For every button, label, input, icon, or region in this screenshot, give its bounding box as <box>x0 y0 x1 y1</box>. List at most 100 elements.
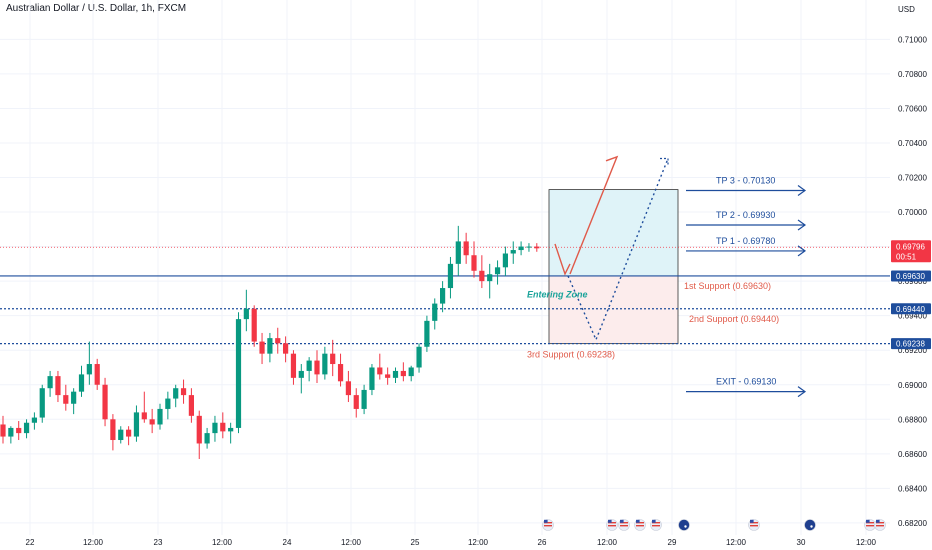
support-3-label: 3rd Support (0.69238) <box>527 350 615 360</box>
time-tick: 25 <box>411 538 420 547</box>
support-2-badge: 0.69440 <box>891 303 931 315</box>
time-tick: 23 <box>154 538 163 547</box>
support-1-price: 0.69630 <box>896 272 925 281</box>
candle-body <box>55 376 61 396</box>
candle-body <box>463 241 469 256</box>
candle-body <box>243 308 249 320</box>
candle-body <box>173 388 179 399</box>
price-tick: 0.68200 <box>898 519 927 528</box>
flag-stripe <box>544 522 552 524</box>
bearish-arrow-head <box>660 157 669 167</box>
price-axis[interactable]: 0.71000 0.70800 0.70600 0.70400 0.70200 0.700… <box>898 35 927 528</box>
bullish-scenario-arrow <box>569 155 619 275</box>
flag-canton <box>620 519 624 523</box>
flag-stripe <box>608 525 616 527</box>
candle-body <box>141 412 147 420</box>
target-arrow-head <box>797 184 807 196</box>
flag-us-icon <box>542 519 554 531</box>
candle-body <box>94 364 100 385</box>
candle-body <box>306 360 312 371</box>
exit-label: EXIT - 0.69130 <box>716 377 776 387</box>
candle-body <box>510 250 516 254</box>
candle-body <box>228 427 234 432</box>
flag-canton <box>544 519 548 523</box>
candle-body <box>235 319 242 428</box>
support-1-badge: 0.69630 <box>891 270 931 282</box>
entering-zone-box <box>548 275 679 345</box>
flag-stripe <box>866 522 874 524</box>
price-tick: 0.68800 <box>898 415 927 424</box>
price-tick: 0.69000 <box>898 381 927 390</box>
candle-body <box>251 308 257 342</box>
flag-stripe <box>636 522 644 524</box>
flag-stripe <box>636 525 644 527</box>
candle-body <box>8 427 14 437</box>
flag-stripe <box>652 525 660 527</box>
candle-body <box>502 253 508 268</box>
candle-body <box>165 398 171 409</box>
price-tick: 0.70000 <box>898 208 927 217</box>
time-tick: 12:00 <box>597 538 618 547</box>
flag-stripe <box>544 525 552 527</box>
tp2-label: TP 2 - 0.69930 <box>716 210 775 220</box>
candle-body <box>416 346 422 368</box>
candle-body <box>487 274 493 282</box>
candle-body <box>298 370 304 378</box>
support-2-price: 0.69440 <box>896 305 925 314</box>
candle-body <box>526 246 532 248</box>
flag-circle <box>804 519 816 531</box>
candle-body <box>314 360 320 375</box>
time-tick: 30 <box>797 538 806 547</box>
candle-body <box>534 246 540 249</box>
candle-body <box>259 341 265 354</box>
flag-us-icon <box>864 519 876 531</box>
chart-grid <box>0 0 890 535</box>
candle-body <box>102 384 108 420</box>
tp3-label: TP 3 - 0.70130 <box>716 175 775 185</box>
candle-body <box>361 389 367 409</box>
target-arrow-head <box>797 245 807 257</box>
candle-body <box>110 419 116 441</box>
flag-canton <box>876 519 880 523</box>
time-axis[interactable]: 22 12:00 23 12:00 24 12:00 25 12:00 26 12:00 29 12:… <box>26 538 877 547</box>
flag-star <box>684 525 687 528</box>
candle-body <box>322 353 328 375</box>
flag-star <box>810 525 813 528</box>
support-3-price: 0.69238 <box>896 340 925 349</box>
candle-body <box>39 388 45 418</box>
price-tick: 0.68400 <box>898 484 927 493</box>
candle-body <box>180 388 187 396</box>
flag-circle <box>678 519 690 531</box>
candle-body <box>23 422 30 434</box>
flag-stripe <box>620 525 628 527</box>
flag-au-icon <box>804 519 816 531</box>
flag-us-icon <box>634 519 646 531</box>
candle-body <box>471 255 477 271</box>
price-tick: 0.70800 <box>898 70 927 79</box>
take-profit-zone <box>548 189 679 277</box>
candlestick-series <box>0 225 540 460</box>
candle-body <box>267 338 273 354</box>
flag-us-icon <box>618 519 630 531</box>
flag-canton <box>652 519 656 523</box>
chart-title: Australian Dollar / U.S. Dollar, 1h, FXC… <box>6 3 187 14</box>
tp1-label: TP 1 - 0.69780 <box>716 236 775 246</box>
flag-us-icon <box>650 519 662 531</box>
candle-body <box>275 338 281 344</box>
time-tick: 12:00 <box>726 538 747 547</box>
time-tick: 12:00 <box>83 538 104 547</box>
candle-body <box>432 303 438 321</box>
candle-body <box>369 367 375 390</box>
economic-events-row <box>542 519 886 531</box>
currency-label: USD <box>898 5 915 14</box>
flag-canton <box>636 519 640 523</box>
candle-body <box>494 267 501 275</box>
candle-body <box>345 381 351 396</box>
candle-body <box>133 412 140 437</box>
time-tick: 12:00 <box>212 538 233 547</box>
candle-body <box>78 374 85 392</box>
price-tick: 0.69200 <box>898 346 927 355</box>
candle-body <box>31 417 37 423</box>
candle-body <box>118 429 124 441</box>
